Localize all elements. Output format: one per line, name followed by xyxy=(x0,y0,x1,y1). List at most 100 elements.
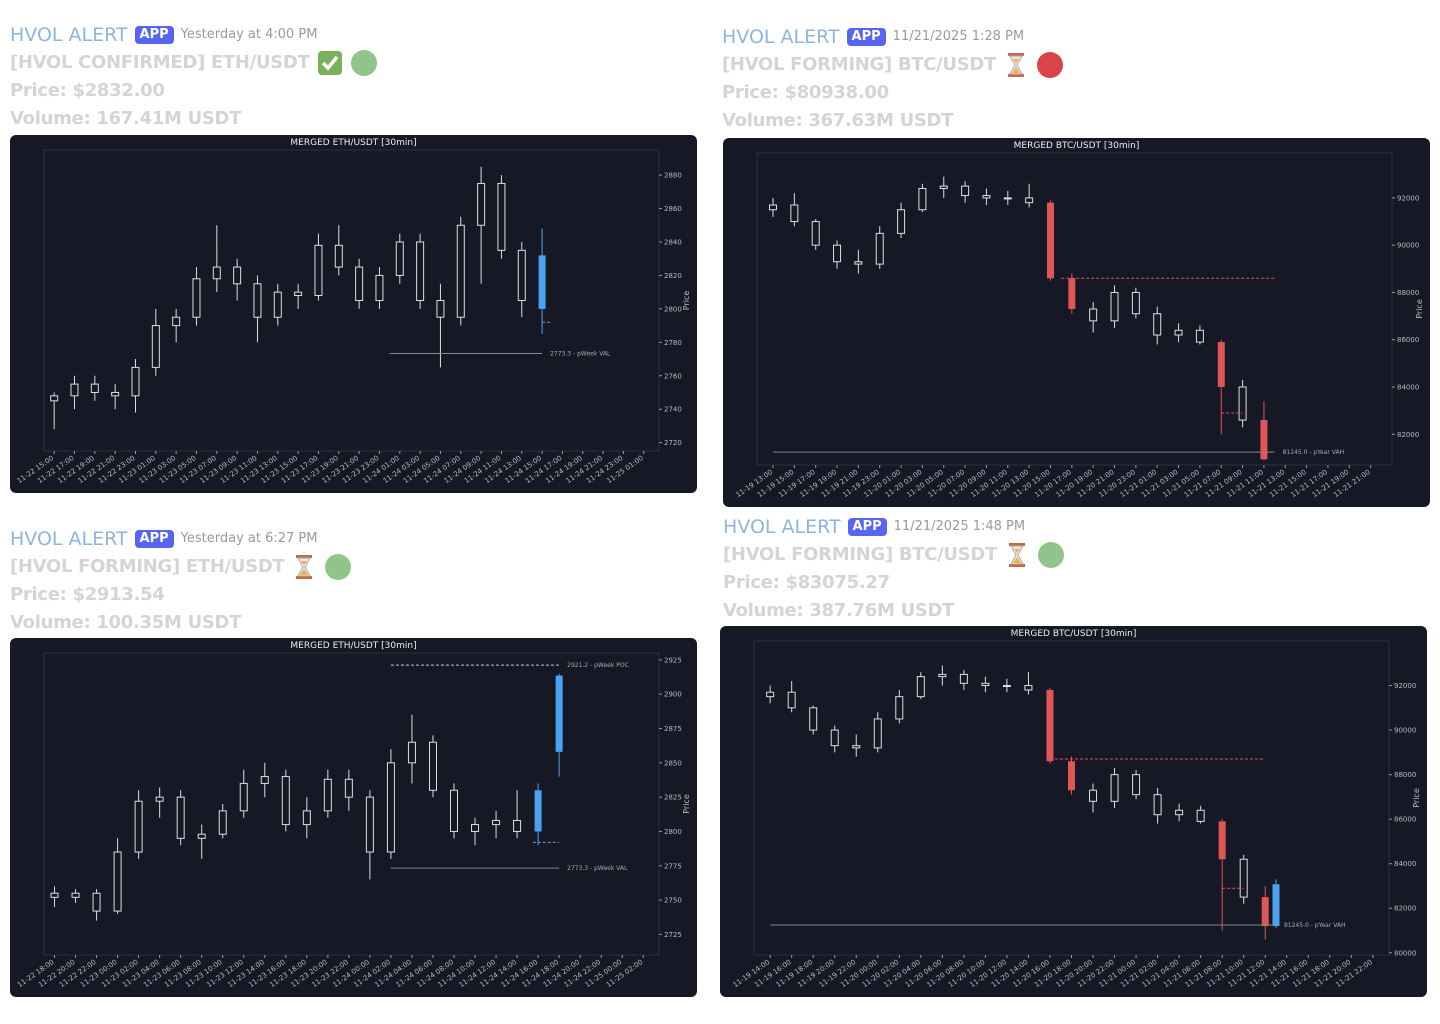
price: Price: $2832.00 xyxy=(10,80,165,101)
candle-body xyxy=(1195,329,1204,343)
status-dot-circle xyxy=(325,554,352,580)
candle-body xyxy=(1131,291,1140,315)
author-name: HVOL ALERT xyxy=(722,26,840,48)
volume-row: Volume: 167.41M USDT xyxy=(10,105,378,133)
candle-body xyxy=(294,291,303,296)
candle-body xyxy=(897,209,906,234)
candle-body xyxy=(534,790,542,832)
level-label: 81245.0 - pYear VAH xyxy=(1284,922,1346,929)
candle-body xyxy=(273,291,282,318)
chart-title: MERGED ETH/USDT [30min] xyxy=(290,138,416,148)
candle-body xyxy=(375,274,384,302)
hourglass-base xyxy=(1009,564,1026,567)
y-tick-label: 86000 xyxy=(1397,336,1419,344)
candle-body xyxy=(365,796,374,853)
hourglass-glass xyxy=(1010,545,1024,565)
candle-body xyxy=(281,776,290,826)
candle-body xyxy=(833,244,842,263)
hourglass-sand xyxy=(1012,59,1021,73)
y-tick-label: 90000 xyxy=(1394,727,1416,735)
candle-body xyxy=(830,729,839,747)
timestamp: Yesterday at 4:00 PM xyxy=(180,27,318,42)
candle-body xyxy=(1110,774,1119,802)
candle-body xyxy=(1153,794,1162,816)
y-tick-label: 2820 xyxy=(664,272,682,280)
chart-title: MERGED ETH/USDT [30min] xyxy=(290,641,416,651)
price-row: Price: $2913.54 xyxy=(10,581,352,609)
y-tick-label: 2780 xyxy=(664,339,682,347)
candle-body xyxy=(1003,197,1012,200)
candle-body xyxy=(1002,685,1011,688)
candle-body xyxy=(334,244,343,268)
candle-body xyxy=(344,778,353,798)
candle-body xyxy=(386,762,395,853)
candle-body xyxy=(323,778,332,812)
y-tick-label: 2740 xyxy=(664,406,682,414)
title-row: [HVOL FORMING] BTC/USDT xyxy=(723,541,1065,569)
candle-body xyxy=(787,691,796,709)
alert-title: [HVOL CONFIRMED] ETH/USDT xyxy=(10,52,310,73)
price-row: Price: $2832.00 xyxy=(10,77,378,105)
check-icon xyxy=(317,51,342,75)
y-tick-label: 2800 xyxy=(664,828,682,836)
candle-body xyxy=(961,185,970,197)
check-mark xyxy=(321,55,338,71)
timestamp: 11/21/2025 1:48 PM xyxy=(893,519,1026,534)
y-tick-label: 2725 xyxy=(664,931,682,939)
price: Price: $83075.27 xyxy=(723,572,890,593)
status-dot xyxy=(1037,52,1064,78)
candle-body xyxy=(253,283,262,318)
candle-body xyxy=(218,810,227,835)
volume: Volume: 387.76M USDT xyxy=(723,600,955,621)
y-tick-label: 2760 xyxy=(664,372,682,380)
candle-body xyxy=(492,819,501,826)
status-dot xyxy=(350,50,377,76)
candle-body xyxy=(517,249,526,302)
candle-body xyxy=(1260,420,1268,460)
price-row: Price: $83075.27 xyxy=(723,569,1065,597)
candle-body xyxy=(1218,821,1226,860)
author-row: HVOL ALERT APP 11/21/2025 1:48 PM xyxy=(723,513,1065,541)
level-label: 2921.2 - pWeek POC xyxy=(567,662,629,669)
plot-frame xyxy=(43,149,660,452)
candle-body xyxy=(71,892,80,898)
candle-body xyxy=(918,187,927,211)
candle-body xyxy=(50,395,59,402)
y-tick-label: 2825 xyxy=(664,794,682,802)
hourglass-cap xyxy=(1009,543,1026,546)
hourglass-icon xyxy=(1008,53,1025,77)
chart-title: MERGED BTC/USDT [30min] xyxy=(1014,141,1140,151)
y-tick-label: 84000 xyxy=(1394,860,1416,868)
candle-body xyxy=(134,800,143,853)
candle-body xyxy=(1272,884,1280,927)
candle-body xyxy=(938,673,947,678)
candle-body xyxy=(1046,689,1054,762)
author-name: HVOL ALERT xyxy=(723,516,841,538)
candle-body xyxy=(131,366,140,397)
candle-body xyxy=(477,182,486,226)
candle-body xyxy=(1025,197,1034,204)
candlestick-chart: MERGED BTC/USDT [30min] Price 82000 84000 86… xyxy=(723,138,1430,507)
candlestick-chart: MERGED BTC/USDT [30min] Price 80000 82000 84… xyxy=(720,626,1427,997)
plot-frame xyxy=(756,152,1393,466)
y-tick-label: 2720 xyxy=(664,439,682,447)
y-axis-label: Price xyxy=(1412,788,1421,808)
volume: Volume: 167.41M USDT xyxy=(10,108,242,129)
alert-title: [HVOL FORMING] BTC/USDT xyxy=(723,544,998,565)
hourglass-cap xyxy=(1008,53,1025,56)
hourglass-icon xyxy=(1009,543,1026,567)
candle-body xyxy=(155,796,164,802)
y-tick-label: 2925 xyxy=(664,656,682,664)
candle-body xyxy=(70,383,79,397)
status-dot-circle xyxy=(350,50,377,76)
title-row: [HVOL FORMING] BTC/USDT xyxy=(722,51,1064,79)
y-tick-label: 2800 xyxy=(664,305,682,313)
y-tick-label: 2900 xyxy=(664,691,682,699)
status-dot xyxy=(1038,542,1065,568)
plot-frame xyxy=(753,640,1390,956)
hourglass-cap xyxy=(296,555,313,558)
candle-body xyxy=(895,696,904,720)
candle-body xyxy=(113,851,122,912)
level-label: 2773.3 - pWeek VAL xyxy=(550,351,611,358)
